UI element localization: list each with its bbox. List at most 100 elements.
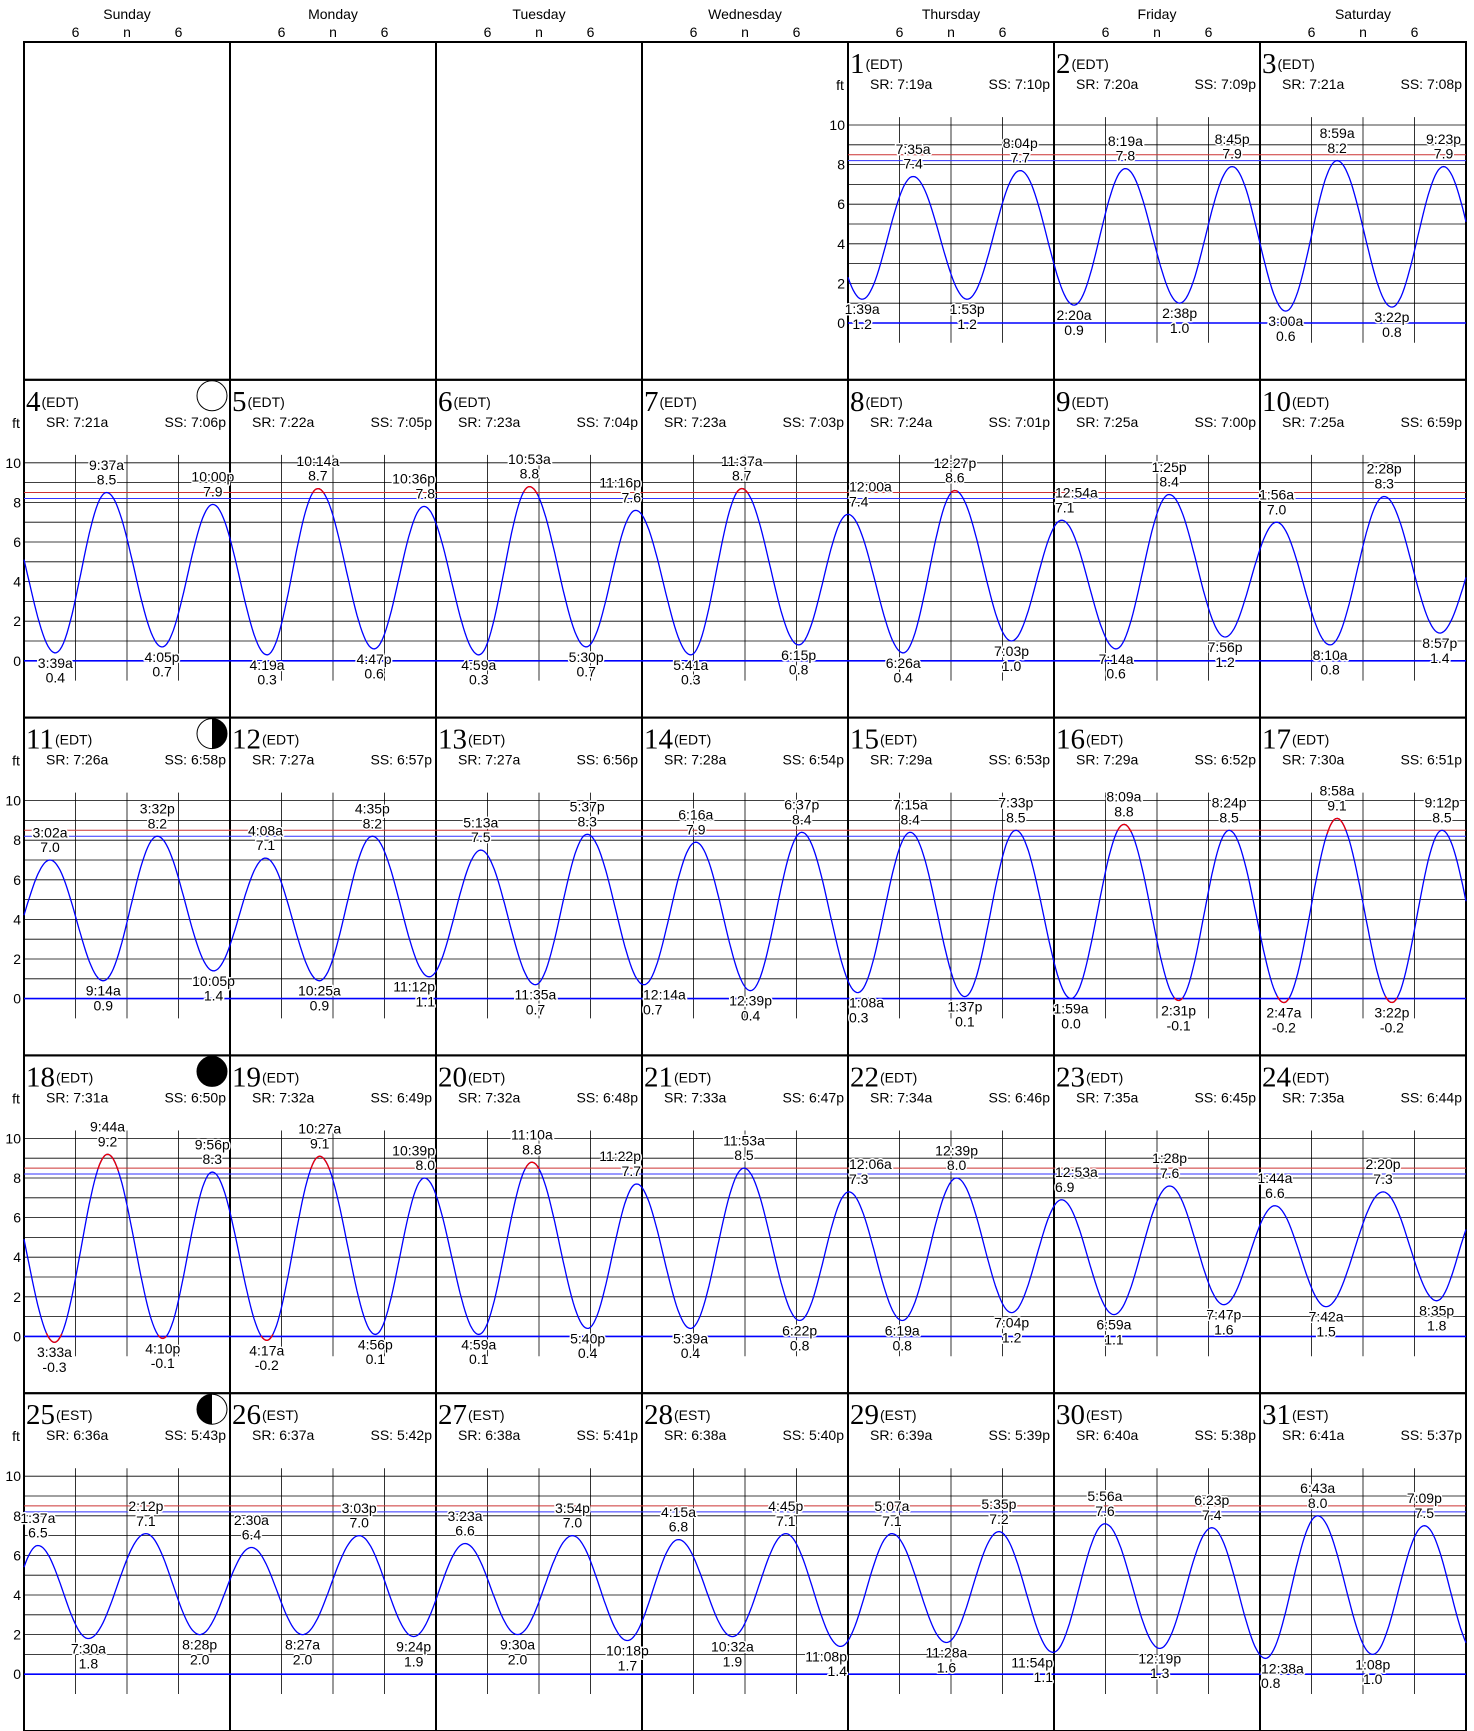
sunrise: SR: 6:38a	[458, 1427, 520, 1443]
date-number: 17	[1262, 724, 1291, 756]
tide-time: 12:54a	[1055, 485, 1098, 501]
tide-height: 7.0	[40, 839, 60, 855]
date-number: 20	[438, 1061, 467, 1093]
y-tick-label: 0	[837, 315, 845, 331]
date-number: 5	[232, 386, 247, 418]
tide-height: 7.2	[989, 1511, 1009, 1527]
tide-time: 11:53a	[723, 1132, 765, 1148]
sunset: SS: 5:43p	[165, 1427, 227, 1443]
timezone: (EDT)	[454, 394, 491, 410]
tide-curve	[847, 1530, 1054, 1653]
tide-time: 1:37p	[947, 999, 982, 1015]
sunset: SS: 5:37p	[1401, 1427, 1463, 1443]
sunset: SS: 6:59p	[1401, 414, 1463, 430]
tide-time: 4:56p	[358, 1336, 393, 1352]
sunset: SS: 5:39p	[989, 1427, 1051, 1443]
tide-height: 7.4	[849, 493, 869, 509]
tide-time: 4:45p	[768, 1498, 803, 1514]
tide-curve	[23, 1532, 231, 1640]
tide-height: 6.4	[242, 1527, 262, 1543]
tide-time: 12:14a	[643, 987, 686, 1003]
tide-height: 1.4	[204, 988, 224, 1004]
weekday-label: Tuesday	[512, 6, 565, 22]
sunrise: SR: 7:29a	[870, 752, 932, 768]
tide-time: 3:54p	[555, 1500, 590, 1516]
hour-label: 6	[175, 24, 183, 40]
timezone: (EDT)	[1086, 1069, 1123, 1085]
tide-time: 10:25a	[298, 983, 341, 999]
tide-height: 7.1	[136, 1513, 156, 1529]
tide-time: 8:19a	[1108, 133, 1143, 149]
timezone: (EDT)	[55, 732, 92, 748]
y-tick-label: 8	[837, 157, 845, 173]
date-number: 25	[26, 1399, 55, 1431]
tide-height: 1.8	[1427, 1318, 1447, 1334]
tide-height: 0.1	[955, 1013, 975, 1029]
sunset: SS: 6:49p	[371, 1089, 433, 1105]
hour-label: 6	[1102, 24, 1110, 40]
hour-label: 6	[896, 24, 904, 40]
tide-curve	[1259, 1515, 1467, 1660]
tide-curve	[1053, 1185, 1261, 1316]
tide-height: 8.8	[1114, 803, 1134, 819]
tide-curve	[1259, 159, 1467, 312]
y-tick-label: 2	[13, 1627, 21, 1643]
tide-time: 10:05p	[192, 973, 235, 989]
y-tick-label: 6	[13, 872, 21, 888]
sunrise: SR: 7:20a	[1076, 76, 1138, 92]
sunrise: SR: 7:33a	[664, 1089, 726, 1105]
tide-height: 8.5	[734, 1147, 754, 1163]
tide-time: 4:05p	[145, 649, 180, 665]
tide-height: 7.4	[1202, 1507, 1222, 1523]
y-tick-label: 8	[13, 1508, 21, 1524]
tide-height: 0.9	[310, 998, 330, 1014]
tide-height: 0.4	[46, 670, 66, 686]
y-tick-label: 2	[13, 1289, 21, 1305]
sunset: SS: 6:45p	[1195, 1089, 1257, 1105]
tide-time: 8:35p	[1419, 1303, 1454, 1319]
tide-time: 4:59a	[461, 1336, 496, 1352]
tide-time: 6:22p	[782, 1322, 817, 1338]
tide-height: 0.7	[526, 1001, 546, 1017]
tide-height: 0.7	[643, 1001, 663, 1017]
y-axis-unit: ft	[12, 1428, 20, 1444]
tide-curve	[1053, 165, 1261, 306]
tide-height: 7.0	[1267, 501, 1287, 517]
tide-time: 11:10a	[511, 1126, 553, 1142]
tide-height: 2.0	[508, 1651, 528, 1667]
weekday-label: Monday	[308, 6, 358, 22]
tide-time: 10:27a	[298, 1121, 341, 1137]
sunrise: SR: 6:37a	[252, 1427, 314, 1443]
tide-curve	[1259, 495, 1467, 646]
tide-height: 7.9	[203, 484, 223, 500]
tide-height: 2.0	[190, 1651, 210, 1667]
tide-time: 8:58a	[1319, 783, 1354, 799]
timezone: (EDT)	[866, 394, 903, 410]
tide-time: 6:37p	[784, 797, 819, 813]
hour-label: 6	[1205, 24, 1213, 40]
tide-time: 2:20a	[1057, 307, 1092, 323]
date-number: 18	[26, 1061, 55, 1093]
y-tick-label: 6	[13, 1210, 21, 1226]
tide-time: 5:30p	[569, 649, 604, 665]
weekday-label: Wednesday	[708, 6, 782, 22]
tide-curve	[847, 169, 1055, 300]
tide-time: 11:28a	[926, 1644, 968, 1660]
tide-curve	[847, 829, 1055, 998]
sunset: SS: 5:42p	[371, 1427, 433, 1443]
sunrise: SR: 7:31a	[46, 1089, 108, 1105]
tide-height: 9.1	[1327, 798, 1347, 814]
sunset: SS: 6:46p	[989, 1089, 1051, 1105]
tide-height: -0.3	[42, 1359, 66, 1375]
tide-height: 0.0	[1061, 1015, 1081, 1031]
timezone: (EDT)	[880, 1069, 917, 1085]
timezone: (EDT)	[674, 1069, 711, 1085]
date-number: 14	[644, 724, 674, 756]
